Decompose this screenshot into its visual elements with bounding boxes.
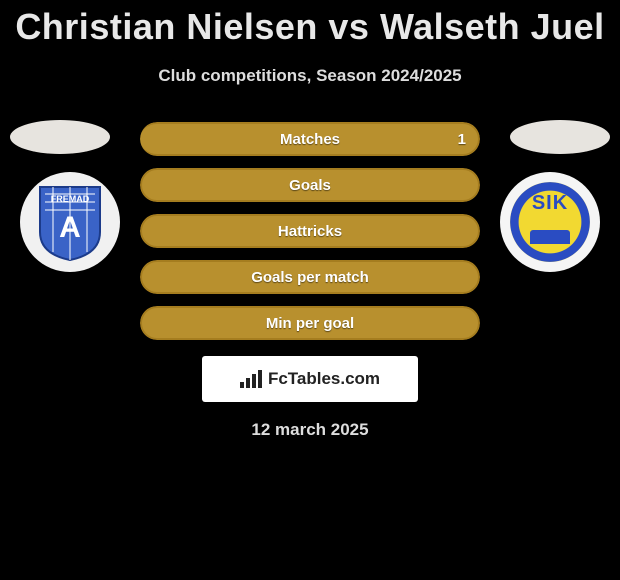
stat-label: Min per goal (266, 315, 354, 332)
stat-label: Hattricks (278, 223, 342, 240)
stat-label: Goals per match (251, 269, 369, 286)
date-text: 12 march 2025 (0, 420, 620, 440)
stat-pill-list: Matches 1 Goals Hattricks Goals per matc… (140, 122, 480, 340)
stat-pill-matches: Matches 1 (140, 122, 480, 156)
svg-text:FREMAD: FREMAD (51, 194, 90, 204)
stat-pill-goals-per-match: Goals per match (140, 260, 480, 294)
comparison-panel: FREMAD A SIK Matches 1 Goals Hattricks G… (0, 122, 620, 440)
stat-pill-hattricks: Hattricks (140, 214, 480, 248)
sik-badge-icon: SIK (510, 182, 590, 262)
brand-text: FcTables.com (268, 369, 380, 389)
stat-label: Matches (280, 131, 340, 148)
stat-label: Goals (289, 177, 331, 194)
sik-label: SIK (532, 192, 568, 215)
fremad-shield-icon: FREMAD A (35, 182, 105, 262)
svg-text:A: A (59, 211, 81, 244)
subtitle: Club competitions, Season 2024/2025 (0, 66, 620, 86)
club-badge-left: FREMAD A (20, 172, 120, 272)
bar-chart-icon (240, 370, 262, 388)
page-title: Christian Nielsen vs Walseth Juel (0, 0, 620, 48)
club-badge-right: SIK (500, 172, 600, 272)
stat-value-right: 1 (458, 131, 466, 148)
stat-pill-goals: Goals (140, 168, 480, 202)
sik-bridge-icon (530, 230, 570, 244)
stat-pill-min-per-goal: Min per goal (140, 306, 480, 340)
brand-inner: FcTables.com (240, 369, 380, 389)
player-avatar-left (10, 120, 110, 154)
brand-box: FcTables.com (202, 356, 418, 402)
player-avatar-right (510, 120, 610, 154)
